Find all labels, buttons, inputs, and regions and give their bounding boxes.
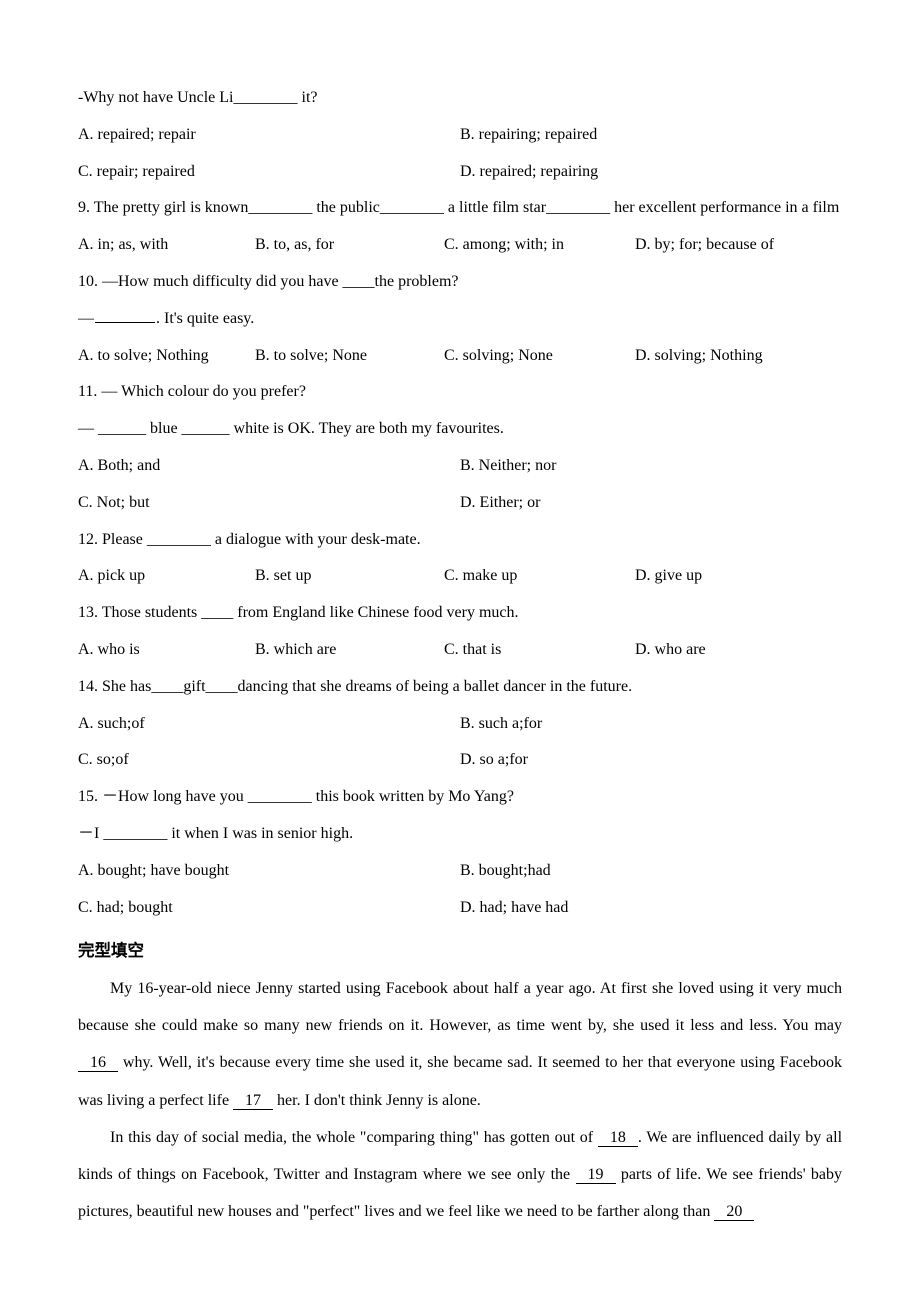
q15-opt-d[interactable]: D. had; have had [460,890,842,927]
q11-line1: 11. — Which colour do you prefer? [78,374,842,411]
q11-line2: — ______ blue ______ white is OK. They a… [78,411,842,448]
q10-opt-a[interactable]: A. to solve; Nothing [78,338,269,375]
q15-line1: 15. －How long have you ________ this boo… [78,779,842,816]
q9-prompt: 9. The pretty girl is known________ the … [78,190,842,227]
q13-opt-b[interactable]: B. which are [255,632,446,669]
q13-opt-c[interactable]: C. that is [444,632,635,669]
q12-opt-a[interactable]: A. pick up [78,558,269,595]
q9-opt-d[interactable]: D. by; for; because of [635,227,826,264]
q14-opt-b[interactable]: B. such a;for [460,706,842,743]
blank-19[interactable]: 19 [576,1166,616,1184]
q11-opt-b[interactable]: B. Neither; nor [460,448,842,485]
q10-blank[interactable] [95,308,155,323]
q14-options-row2: C. so;of D. so a;for [78,742,842,779]
q13-opt-a[interactable]: A. who is [78,632,269,669]
q12-opt-d[interactable]: D. give up [635,558,826,595]
q8-line2: -Why not have Uncle Li________ it? [78,80,842,117]
q8-opt-d[interactable]: D. repaired; repairing [460,154,842,191]
q8-opt-a[interactable]: A. repaired; repair [78,117,460,154]
q14-opt-c[interactable]: C. so;of [78,742,460,779]
q12-opt-c[interactable]: C. make up [444,558,635,595]
q14-prompt: 14. She has____gift____dancing that she … [78,669,842,706]
q14-options-row1: A. such;of B. such a;for [78,706,842,743]
q15-opt-b[interactable]: B. bought;had [460,853,842,890]
q15-options-row2: C. had; bought D. had; have had [78,890,842,927]
p1-a: My 16-year-old niece Jenny started using… [78,980,842,1034]
cloze-paragraph-2: In this day of social media, the whole "… [78,1119,842,1230]
q9-opt-b[interactable]: B. to, as, for [255,227,446,264]
q11-opt-c[interactable]: C. Not; but [78,485,460,522]
q14-opt-a[interactable]: A. such;of [78,706,460,743]
q15-opt-a[interactable]: A. bought; have bought [78,853,460,890]
q12-options: A. pick up B. set up C. make up D. give … [78,558,842,595]
q10-options: A. to solve; Nothing B. to solve; None C… [78,338,842,375]
section-cloze-title: 完型填空 [78,932,842,970]
q13-prompt: 13. Those students ____ from England lik… [78,595,842,632]
q9-options: A. in; as, with B. to, as, for C. among;… [78,227,842,264]
q10-opt-b[interactable]: B. to solve; None [255,338,446,375]
q10-tail: . It's quite easy. [156,310,254,327]
blank-18[interactable]: 18 [598,1129,638,1147]
q15-line2: －I ________ it when I was in senior high… [78,816,842,853]
q15-opt-c[interactable]: C. had; bought [78,890,460,927]
q11-options-row1: A. Both; and B. Neither; nor [78,448,842,485]
blank-16[interactable]: 16 [78,1054,118,1072]
q9-opt-c[interactable]: C. among; with; in [444,227,635,264]
q10-dash: — [78,310,94,327]
q13-options: A. who is B. which are C. that is D. who… [78,632,842,669]
blank-20[interactable]: 20 [714,1203,754,1221]
q11-opt-a[interactable]: A. Both; and [78,448,460,485]
q12-opt-b[interactable]: B. set up [255,558,446,595]
q10-opt-d[interactable]: D. solving; Nothing [635,338,826,375]
cloze-paragraph-1: My 16-year-old niece Jenny started using… [78,970,842,1118]
q11-opt-d[interactable]: D. Either; or [460,485,842,522]
q15-options-row1: A. bought; have bought B. bought;had [78,853,842,890]
q8-options-row2: C. repair; repaired D. repaired; repairi… [78,154,842,191]
q9-opt-a[interactable]: A. in; as, with [78,227,269,264]
q10-line2: — . It's quite easy. [78,301,842,338]
blank-17[interactable]: 17 [233,1092,273,1110]
p1-c: her. I don't think Jenny is alone. [273,1092,481,1109]
q13-opt-d[interactable]: D. who are [635,632,826,669]
q10-line1: 10. —How much difficulty did you have __… [78,264,842,301]
q14-opt-d[interactable]: D. so a;for [460,742,842,779]
q12-prompt: 12. Please ________ a dialogue with your… [78,522,842,559]
q8-opt-b[interactable]: B. repairing; repaired [460,117,842,154]
q11-options-row2: C. Not; but D. Either; or [78,485,842,522]
q8-options-row1: A. repaired; repair B. repairing; repair… [78,117,842,154]
q10-opt-c[interactable]: C. solving; None [444,338,635,375]
q8-opt-c[interactable]: C. repair; repaired [78,154,460,191]
p2-a: In this day of social media, the whole "… [110,1129,598,1146]
